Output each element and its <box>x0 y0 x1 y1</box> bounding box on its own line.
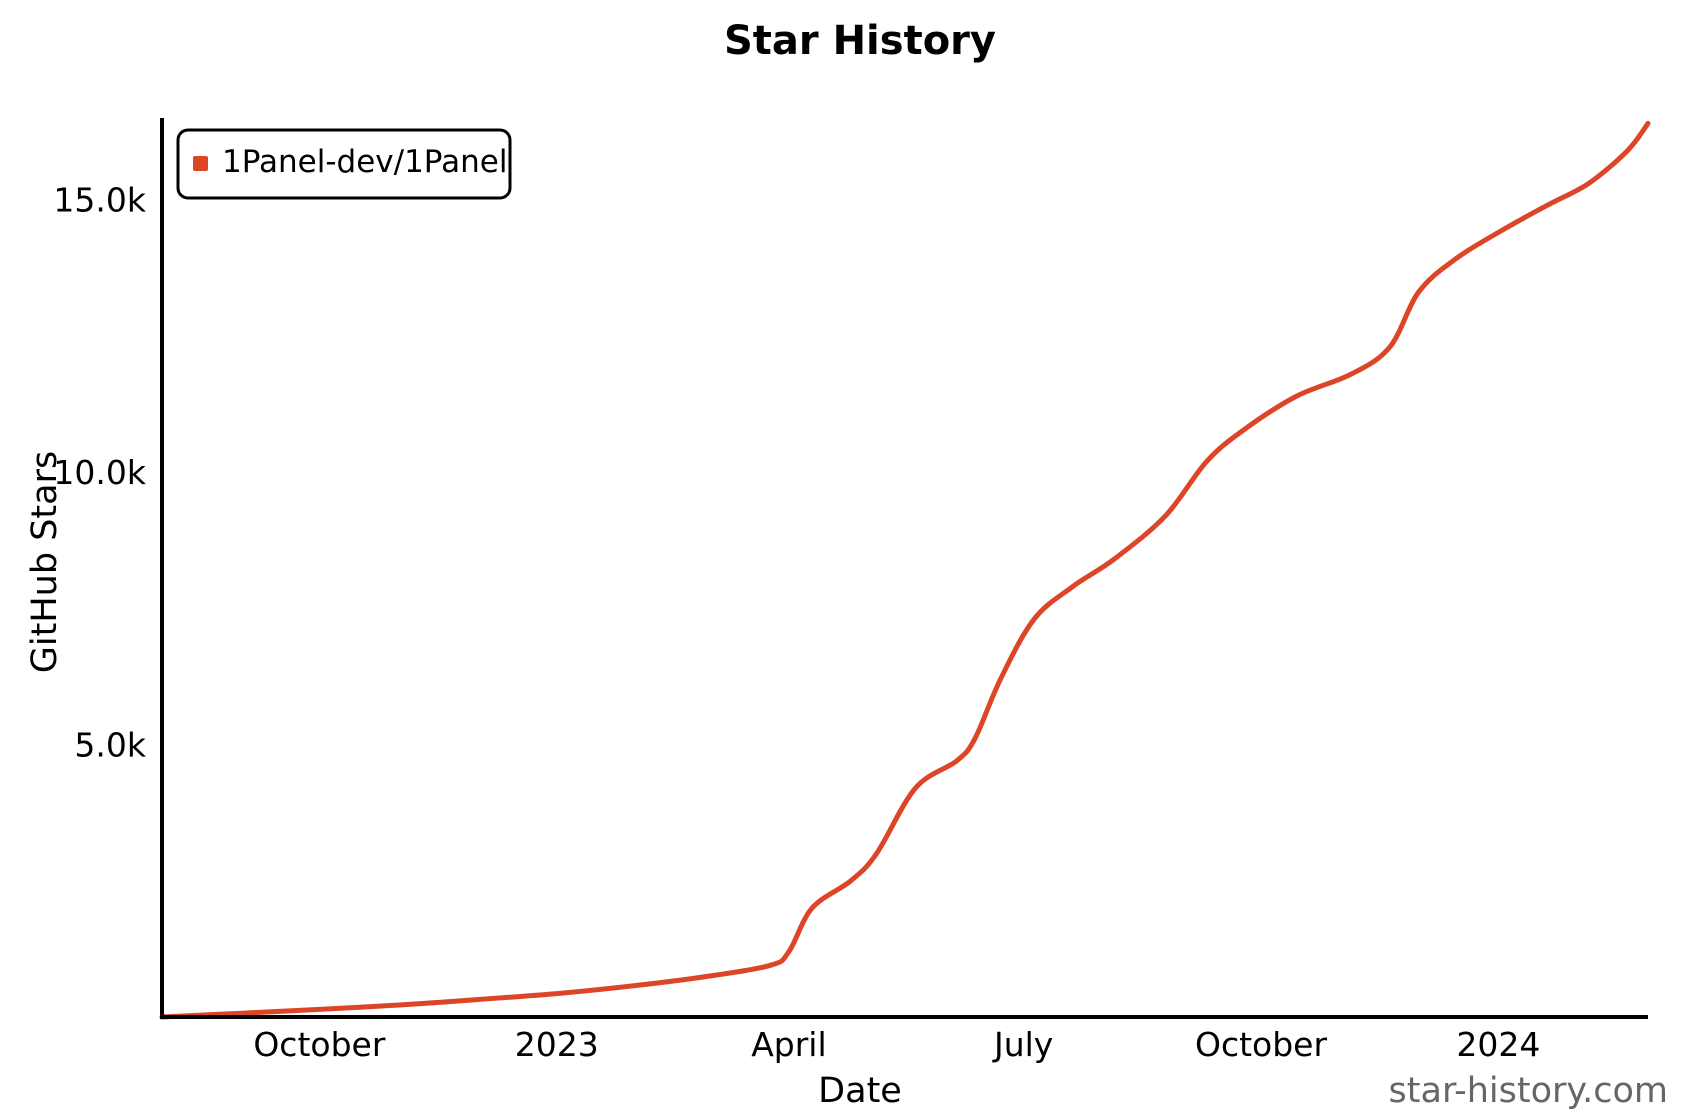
x-tick-label: October <box>1195 1025 1327 1064</box>
x-axis-label: Date <box>818 1071 902 1111</box>
y-tick-label: 5.0k <box>74 726 146 765</box>
series-line <box>159 120 1651 1020</box>
x-axis-ticks: October 2023 April July October 2024 <box>253 1025 1540 1064</box>
y-tick-label: 15.0k <box>53 181 146 220</box>
x-tick-label: July <box>992 1025 1053 1064</box>
plot-area <box>159 120 1651 1020</box>
chart-title: Star History <box>724 18 996 64</box>
x-tick-label: 2024 <box>1456 1025 1540 1064</box>
y-axis-label: GitHub Stars <box>25 451 65 673</box>
legend-label: 1Panel-dev/1Panel <box>222 144 507 180</box>
watermark: star-history.com <box>1389 1071 1668 1111</box>
legend-swatch <box>193 156 208 171</box>
y-axis-ticks: 5.0k 10.0k 15.0k <box>53 181 146 765</box>
x-tick-label: 2023 <box>515 1025 599 1064</box>
y-tick-label: 10.0k <box>53 453 146 492</box>
x-tick-label: October <box>253 1025 385 1064</box>
legend: 1Panel-dev/1Panel <box>176 128 512 200</box>
x-tick-label: April <box>751 1025 826 1064</box>
legend-box <box>176 128 512 200</box>
